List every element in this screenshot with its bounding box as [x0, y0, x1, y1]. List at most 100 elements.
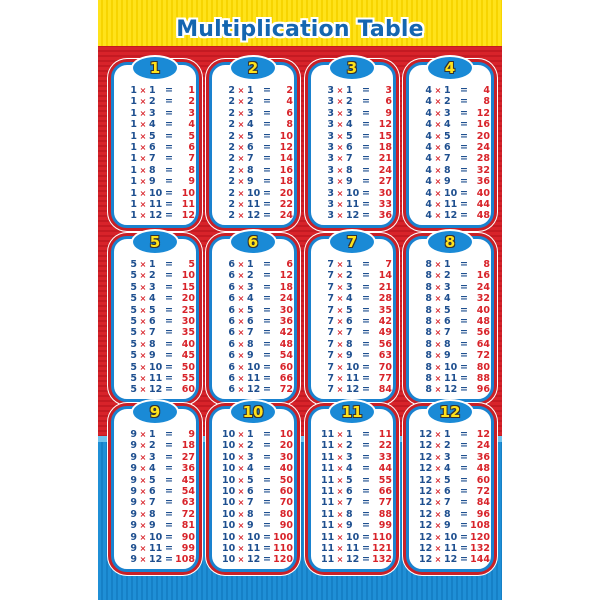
equals-sign: =: [362, 153, 370, 165]
times-sign: ×: [237, 555, 245, 565]
product: 14: [279, 153, 293, 165]
multiplier: 3: [346, 281, 353, 293]
equals-sign: =: [460, 85, 468, 96]
product: 30: [279, 451, 293, 463]
product: 66: [279, 372, 293, 384]
multiplicand: 6: [228, 384, 235, 396]
product: 32: [476, 293, 490, 305]
times-sign: ×: [139, 142, 147, 152]
table-number-badge: 5: [131, 229, 179, 255]
multiplicand: 7: [327, 293, 334, 305]
multiplicand: 9: [130, 451, 137, 463]
product: 132: [372, 554, 392, 566]
equals-sign: =: [263, 440, 271, 452]
table-row: 4 × 8 = 32: [409, 165, 491, 176]
multiplicand: 4: [425, 107, 432, 119]
equals-sign: =: [165, 361, 173, 373]
multiplier: 12: [247, 554, 261, 566]
times-sign: ×: [237, 339, 245, 349]
times-sign: ×: [336, 475, 344, 485]
multiplier: 8: [444, 508, 451, 520]
equals-sign: =: [263, 542, 271, 554]
multiplier: 9: [346, 520, 353, 532]
table-row: 12 × 12 = 144: [409, 554, 491, 565]
equals-sign: =: [165, 485, 173, 497]
equals-sign: =: [165, 130, 173, 142]
multiplier: 6: [149, 485, 156, 497]
table-row: 5 × 8 = 40: [114, 339, 196, 350]
product: 84: [378, 384, 392, 396]
equals-sign: =: [460, 451, 468, 463]
product: 12: [378, 119, 392, 131]
table-row: 4 × 10 = 40: [409, 188, 491, 199]
table-rows: 7 × 1 = 7 7 × 2 = 14 7 × 3 = 21 7 × 4 = 28 7 × 5 = 35 7 × 6 = 42 7 × 7 = 4…: [311, 259, 393, 396]
multiplier: 1: [149, 259, 156, 270]
table-row: 7 × 7 = 49: [311, 327, 393, 338]
table-rows: 11 × 1 = 11 11 × 2 = 22 11 × 3 = 33 11 × 4 = 44 11 × 5 = 55 11 × 6 =…: [311, 429, 393, 566]
multiplier: 8: [346, 164, 353, 176]
times-sign: ×: [237, 543, 245, 553]
multiplier: 1: [247, 429, 254, 440]
multiplicand: 6: [228, 327, 235, 339]
equals-sign: =: [460, 384, 468, 396]
multiplier: 5: [346, 304, 353, 316]
table-row: 7 × 4 = 28: [311, 293, 393, 304]
equals-sign: =: [263, 372, 271, 384]
product: 27: [378, 176, 392, 188]
multiplicand: 2: [228, 187, 235, 199]
multiplier: 5: [149, 474, 156, 486]
table-row: 8 × 8 = 64: [409, 339, 491, 350]
multiplicand: 12: [419, 451, 433, 463]
product: 88: [378, 508, 392, 520]
table-row: 2 × 12 = 24: [212, 210, 294, 221]
table-row: 9 × 10 = 90: [114, 532, 196, 543]
product: 16: [476, 119, 490, 131]
times-sign: ×: [139, 188, 147, 198]
equals-sign: =: [165, 350, 173, 362]
product: 15: [378, 130, 392, 142]
multiplier: 10: [247, 361, 261, 373]
product: 108: [470, 520, 490, 532]
multiplier: 12: [247, 384, 261, 396]
table-row: 11 × 7 = 77: [311, 497, 393, 508]
times-sign: ×: [336, 211, 344, 221]
equals-sign: =: [362, 281, 370, 293]
table-row: 10 × 12 = 120: [212, 554, 294, 565]
product: 80: [476, 361, 490, 373]
table-row: 10 × 10 = 100: [212, 532, 294, 543]
multiplicand: 7: [327, 259, 334, 270]
multiplier: 12: [346, 384, 360, 396]
product: 110: [372, 531, 392, 543]
table-card-7: 7 7 × 1 = 7 7 × 2 = 14 7 × 3 = 21 7 × 4 = 28 7 × 5 = 35 7 × 6 = 42 7 × 7 =…: [308, 229, 396, 402]
product: 2: [286, 85, 293, 96]
equals-sign: =: [362, 542, 370, 554]
product: 60: [279, 485, 293, 497]
multiplicand: 11: [321, 520, 335, 532]
multiplicand: 12: [419, 520, 433, 532]
table-row: 9 × 8 = 72: [114, 509, 196, 520]
product: 9: [188, 429, 195, 440]
multiplicand: 11: [321, 485, 335, 497]
table-row: 9 × 4 = 36: [114, 463, 196, 474]
multiplier: 12: [444, 210, 458, 222]
equals-sign: =: [362, 198, 370, 210]
product: 8: [286, 119, 293, 131]
table-row: 9 × 11 = 99: [114, 543, 196, 554]
multiplicand: 3: [327, 210, 334, 222]
equals-sign: =: [263, 485, 271, 497]
times-sign: ×: [434, 464, 442, 474]
multiplier: 7: [444, 497, 451, 509]
table-row: 4 × 3 = 12: [409, 108, 491, 119]
times-sign: ×: [237, 385, 245, 395]
times-sign: ×: [237, 441, 245, 451]
multiplicand: 12: [419, 497, 433, 509]
multiplicand: 9: [130, 440, 137, 452]
table-card-1: 1 1 × 1 = 1 1 × 2 = 2 1 × 3 = 3 1 × 4 = 4 1 × 5 = 5 1 × 6 = 6 1 × 7 = 7 1 × 8 =…: [111, 55, 199, 228]
times-sign: ×: [434, 351, 442, 361]
multiplicand: 10: [222, 520, 236, 532]
table-row: 7 × 3 = 21: [311, 282, 393, 293]
multiplier: 10: [149, 531, 163, 543]
multiplier: 1: [444, 85, 451, 96]
times-sign: ×: [139, 199, 147, 209]
table-row: 1 × 9 = 9: [114, 176, 196, 187]
